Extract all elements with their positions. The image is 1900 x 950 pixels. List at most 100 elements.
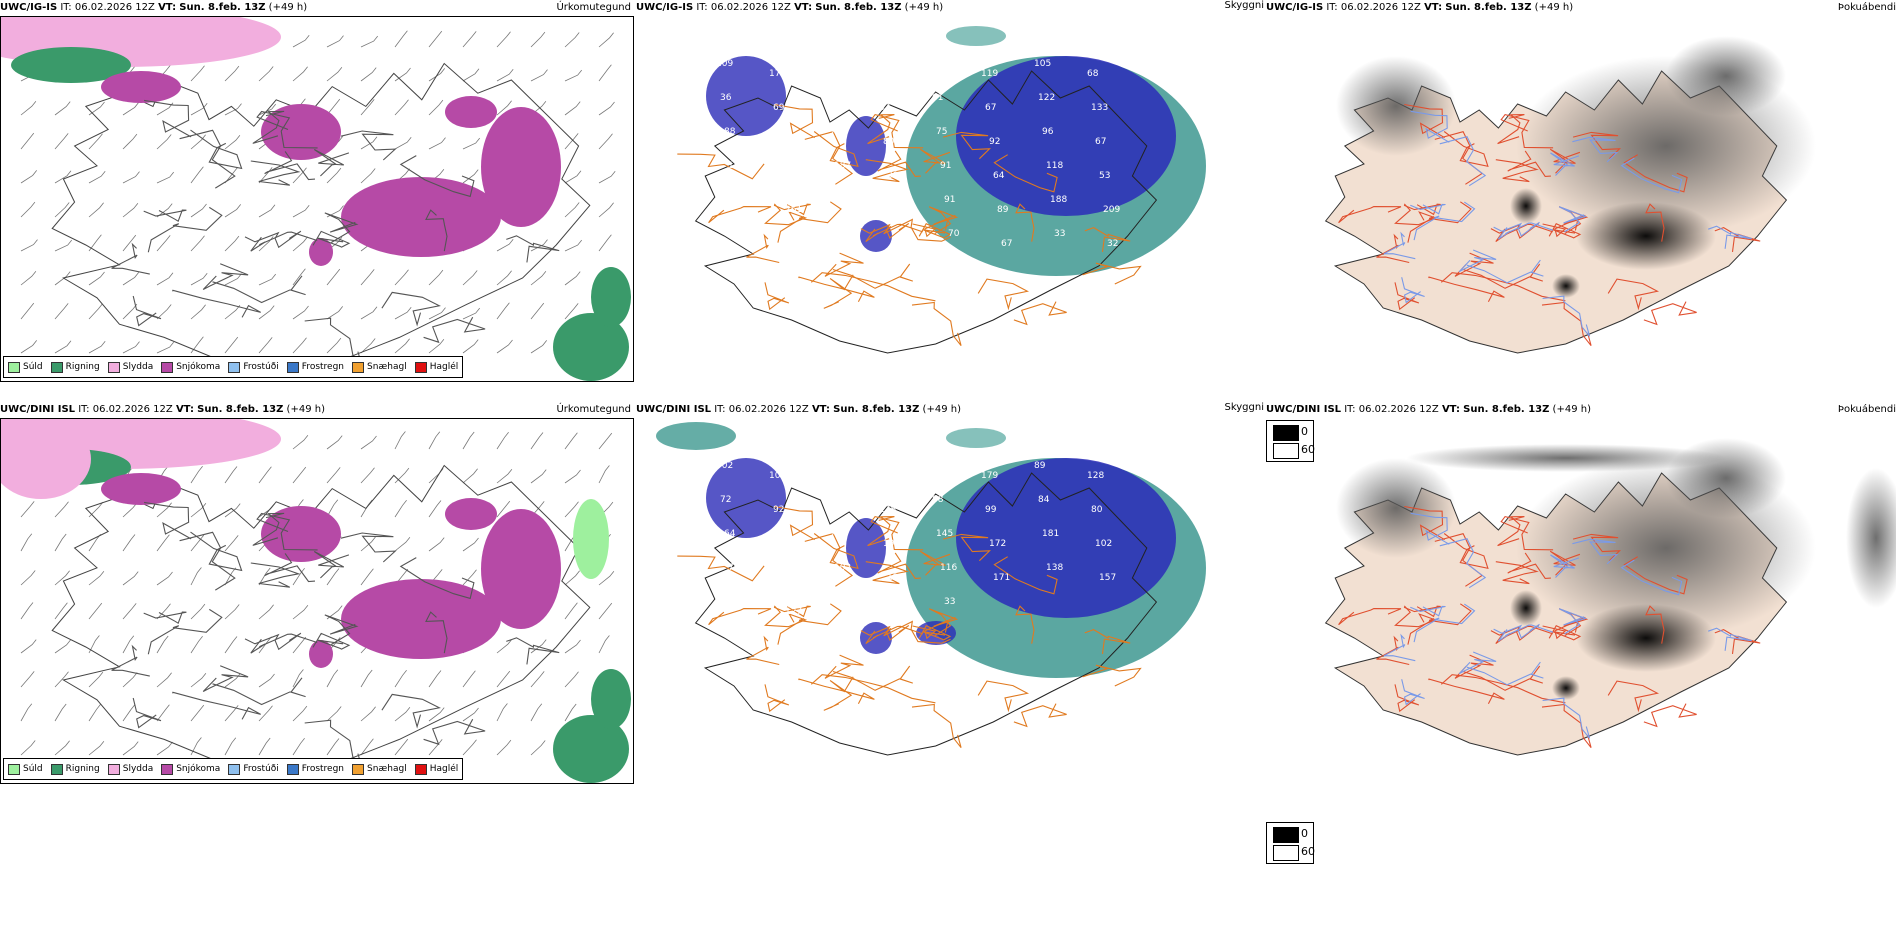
vt-label: VT: [175,404,194,415]
road-line [179,129,236,189]
wind-barb [462,31,477,48]
vt-value: Sun. 8.feb. 13Z [833,404,920,415]
wind-barb [20,671,35,688]
cloudbase-value: 194 [789,239,806,249]
panel-name: Skyggni [1224,402,1264,413]
road-line [1394,282,1420,311]
road-line [1550,554,1580,578]
wind-barb [54,101,71,116]
wind-barb [224,604,240,620]
road-line [1462,263,1543,289]
wind-barb [360,35,379,48]
road-line [1645,203,1665,242]
panel-title: UWC/IG-IS IT: 06.02.2026 12Z VT: Sun. 8.… [636,2,943,13]
wind-barb [428,537,445,552]
wind-barb [428,338,445,354]
road-line [256,110,318,149]
visibility-panel: UWC/IG-IS IT: 06.02.2026 12Z VT: Sun. 8.… [636,0,1266,382]
wind-barb [496,31,511,48]
road-line [1645,605,1665,644]
road-line [1708,627,1752,651]
cloudbase-value: 68 [1087,69,1099,79]
wind-barb [122,741,139,756]
panel-name: Úrkomutegund [556,404,631,415]
cloudbase-value: 67 [1001,239,1012,249]
wind-barb [20,100,37,116]
road-line [977,680,1030,713]
cloudbase-value: 88 [932,495,944,505]
road-line [172,289,261,318]
wind-barb [258,273,277,286]
vt-value: Sun. 8.feb. 13Z [179,2,266,13]
shaded-area [860,220,892,252]
wind-barb [428,137,446,150]
wind-barb [326,568,340,586]
road-line [1338,608,1402,626]
legend-item: Súld [8,361,43,373]
road-line [143,611,187,625]
cloudbase-value: 36 [720,93,732,103]
vt-value: Sun. 8.feb. 13Z [197,404,284,415]
shaded-area [846,518,886,578]
wind-barb [326,738,340,756]
cloudbase-value: 187 [834,161,851,171]
road-network [1338,505,1761,749]
wind-barb [428,431,441,450]
panel-title: UWC/DINI ISL IT: 06.02.2026 12Z VT: Sun.… [0,404,325,415]
cloudbase-value: 91 [940,161,951,171]
road-line [810,272,936,302]
wind-barb [428,707,445,722]
wind-barb [292,568,305,586]
road-line [918,624,952,641]
shaded-area [656,422,736,450]
legend-item: Slydda [107,361,153,373]
road-line [677,555,765,582]
road-line [256,512,318,551]
shaded-area [946,428,1006,448]
cloudbase-value: 84 [1038,495,1050,505]
wind-barb [598,170,616,184]
legend-swatch [161,763,174,775]
cloudbase-value: 145 [936,529,953,539]
wind-barb [88,570,105,586]
wind-barb [190,304,206,320]
road-line [1015,605,1035,644]
legend-label: Snjókoma [176,764,221,774]
road-line [1572,136,1619,163]
cloudbase-value: 76 [830,529,842,539]
road-line [1623,154,1688,193]
wind-barb [292,466,307,484]
road-line [912,218,949,238]
wind-barb [258,66,274,82]
road-line [883,620,951,644]
wind-barb [292,434,309,450]
legend-item: Snæhagl [352,763,407,775]
legend-swatch [286,361,299,373]
cloudbase-value: 64 [724,529,736,539]
road-line [324,614,359,645]
wind-barb [564,101,581,116]
wind-barb [258,673,275,688]
cloudbase-value: 124 [728,161,745,171]
fog-area [1510,188,1542,224]
wind-barb [428,68,446,82]
road-line [1643,703,1697,728]
wind-barb [564,133,579,150]
road-line [244,230,302,249]
road-line [425,209,448,252]
wind-barb [224,673,241,688]
road-line [1620,559,1683,596]
wind-barb [564,602,578,620]
road-line [340,532,397,563]
wind-barb [88,234,102,252]
road-line [252,110,285,144]
wind-barb [360,99,375,116]
legend-item: Rigning [50,361,100,373]
road-line [264,151,316,181]
road-line [1410,512,1450,545]
legend-swatch [414,361,427,373]
wind-barb [292,34,310,48]
cloudbase-value: 152 [928,59,945,69]
wind-barb [428,670,442,688]
road-line [870,113,924,149]
